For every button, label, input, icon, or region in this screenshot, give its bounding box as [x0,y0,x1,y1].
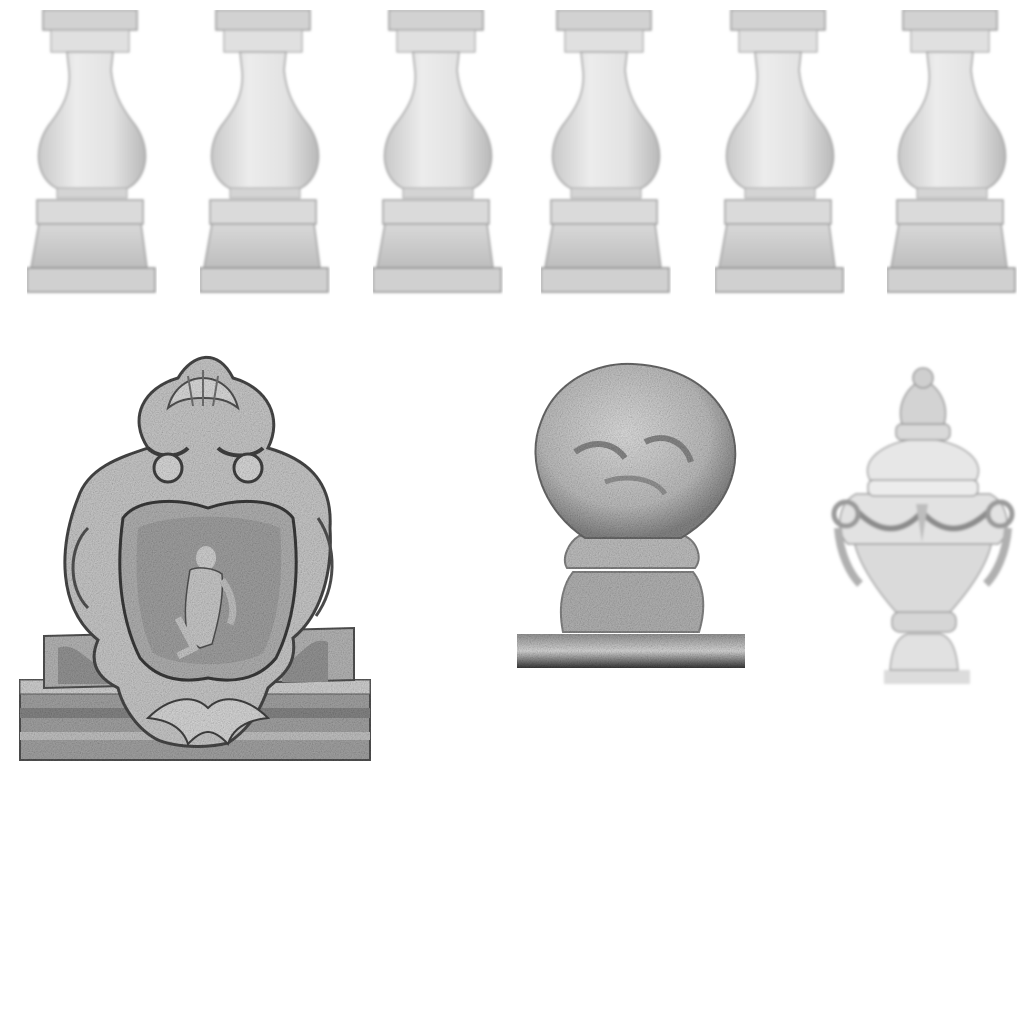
decorative-urn [831,367,1015,684]
baluster-4 [541,10,671,296]
carved-cartouche [19,355,371,761]
baluster-6 [887,10,1017,296]
baluster-5 [715,10,845,296]
baluster-1 [27,10,157,296]
baluster-2 [200,10,330,296]
baluster-3 [373,10,503,296]
ball-finial [517,362,745,668]
